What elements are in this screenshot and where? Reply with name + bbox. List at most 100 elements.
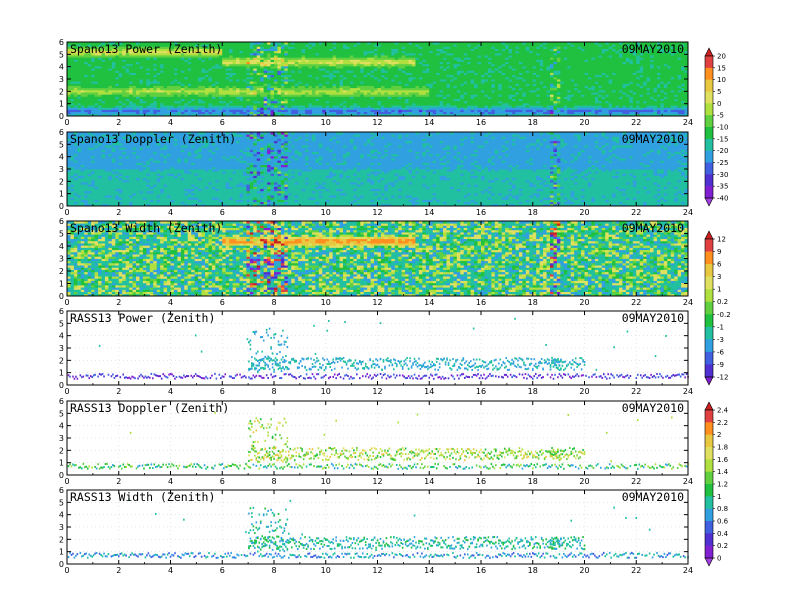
heatmap-cell [149, 65, 154, 69]
heatmap-cell [187, 89, 192, 93]
heatmap-cell [136, 74, 140, 78]
heatmap-cell [291, 74, 296, 78]
heatmap-cell [260, 85, 265, 89]
heatmap-cell [308, 102, 313, 106]
heatmap-cell [294, 48, 299, 52]
heatmap-cell [104, 68, 109, 71]
heatmap-cell [94, 46, 99, 49]
heatmap-cell [142, 55, 147, 58]
heatmap-cell [194, 44, 199, 47]
heatmap-cell [218, 105, 223, 108]
heatmap-cell [215, 46, 220, 49]
heatmap-cell [122, 68, 127, 71]
heatmap-cell [84, 96, 89, 99]
heatmap-cell [136, 76, 140, 80]
heatmap-cell [253, 79, 258, 82]
heatmap-cell [73, 74, 78, 78]
heatmap-cell [205, 89, 209, 93]
heatmap-cell [101, 50, 106, 54]
heatmap-cell [187, 79, 192, 82]
heatmap-cell [201, 55, 206, 58]
heatmap-cell [125, 96, 130, 99]
heatmap-cell [115, 44, 120, 47]
heatmap-cell [194, 96, 199, 99]
heatmap-cell [198, 96, 202, 99]
heatmap-cell [260, 109, 265, 113]
heatmap-cell [225, 76, 230, 80]
heatmap-cell [156, 105, 161, 108]
heatmap-cell [132, 85, 137, 89]
heatmap-cell [91, 70, 95, 73]
heatmap-cell [91, 98, 95, 102]
heatmap-cell [274, 79, 278, 82]
heatmap-cell [294, 111, 299, 115]
heatmap-cell [132, 76, 137, 80]
heatmap-cell [256, 50, 261, 54]
heatmap-cell [260, 48, 265, 52]
heatmap-cell [101, 98, 106, 102]
heatmap-cell [201, 96, 206, 99]
heatmap-cell [136, 48, 140, 52]
heatmap-cell [298, 102, 302, 106]
heatmap-cell [301, 92, 306, 95]
heatmap-cell [211, 55, 216, 58]
heatmap-cell [170, 105, 175, 108]
heatmap-cell [170, 98, 175, 102]
heatmap-cell [177, 92, 182, 95]
heatmap-cell [242, 57, 247, 60]
heatmap-cell [232, 109, 237, 113]
heatmap-cell [84, 83, 89, 86]
heatmap-cell [291, 68, 296, 71]
heatmap-cell [104, 48, 109, 52]
heatmap-cell [163, 74, 168, 78]
heatmap-cell [160, 92, 164, 95]
heatmap-cell [129, 87, 133, 91]
heatmap-cell [222, 113, 227, 117]
heatmap-cell [111, 52, 116, 56]
heatmap-cell [270, 85, 275, 89]
heatmap-cell [236, 100, 240, 104]
heatmap-cell [180, 109, 185, 113]
heatmap-cell [211, 81, 216, 84]
heatmap-cell [225, 98, 230, 102]
heatmap-cell [256, 44, 261, 47]
heatmap-cell [263, 68, 268, 71]
heatmap-cell [236, 59, 240, 62]
heatmap-cell [229, 83, 233, 86]
heatmap-cell [232, 94, 237, 97]
heatmap-cell [280, 59, 285, 62]
heatmap-cell [160, 57, 164, 60]
heatmap-cell [118, 70, 123, 73]
heatmap-cell [167, 96, 171, 99]
heatmap-cell [91, 50, 95, 54]
heatmap-cell [298, 96, 302, 99]
heatmap-cell [211, 79, 216, 82]
heatmap-cell [211, 59, 216, 62]
heatmap-cell [191, 70, 196, 73]
heatmap-cell [274, 87, 278, 91]
heatmap-cell [139, 50, 144, 54]
heatmap-cell [146, 100, 151, 104]
heatmap-cell [115, 55, 120, 58]
heatmap-cell [108, 46, 113, 49]
heatmap-cell [270, 83, 275, 86]
heatmap-cell [146, 55, 151, 58]
heatmap-cell [298, 42, 302, 45]
heatmap-cell [67, 50, 71, 54]
heatmap-cell [263, 61, 268, 65]
heatmap-cell [249, 111, 254, 115]
heatmap-cell [153, 98, 158, 102]
heatmap-cell [205, 87, 209, 91]
heatmap-cell [274, 105, 278, 108]
heatmap-cell [201, 44, 206, 47]
heatmap-cell [305, 61, 309, 65]
heatmap-cell [91, 87, 95, 91]
heatmap-cell [201, 72, 206, 76]
heatmap-cell [305, 74, 309, 78]
heatmap-cell [153, 70, 158, 73]
heatmap-cell [287, 94, 292, 97]
heatmap-cell [232, 105, 237, 108]
heatmap-cell [136, 55, 140, 58]
heatmap-cell [284, 83, 289, 86]
heatmap-cell [270, 70, 275, 73]
